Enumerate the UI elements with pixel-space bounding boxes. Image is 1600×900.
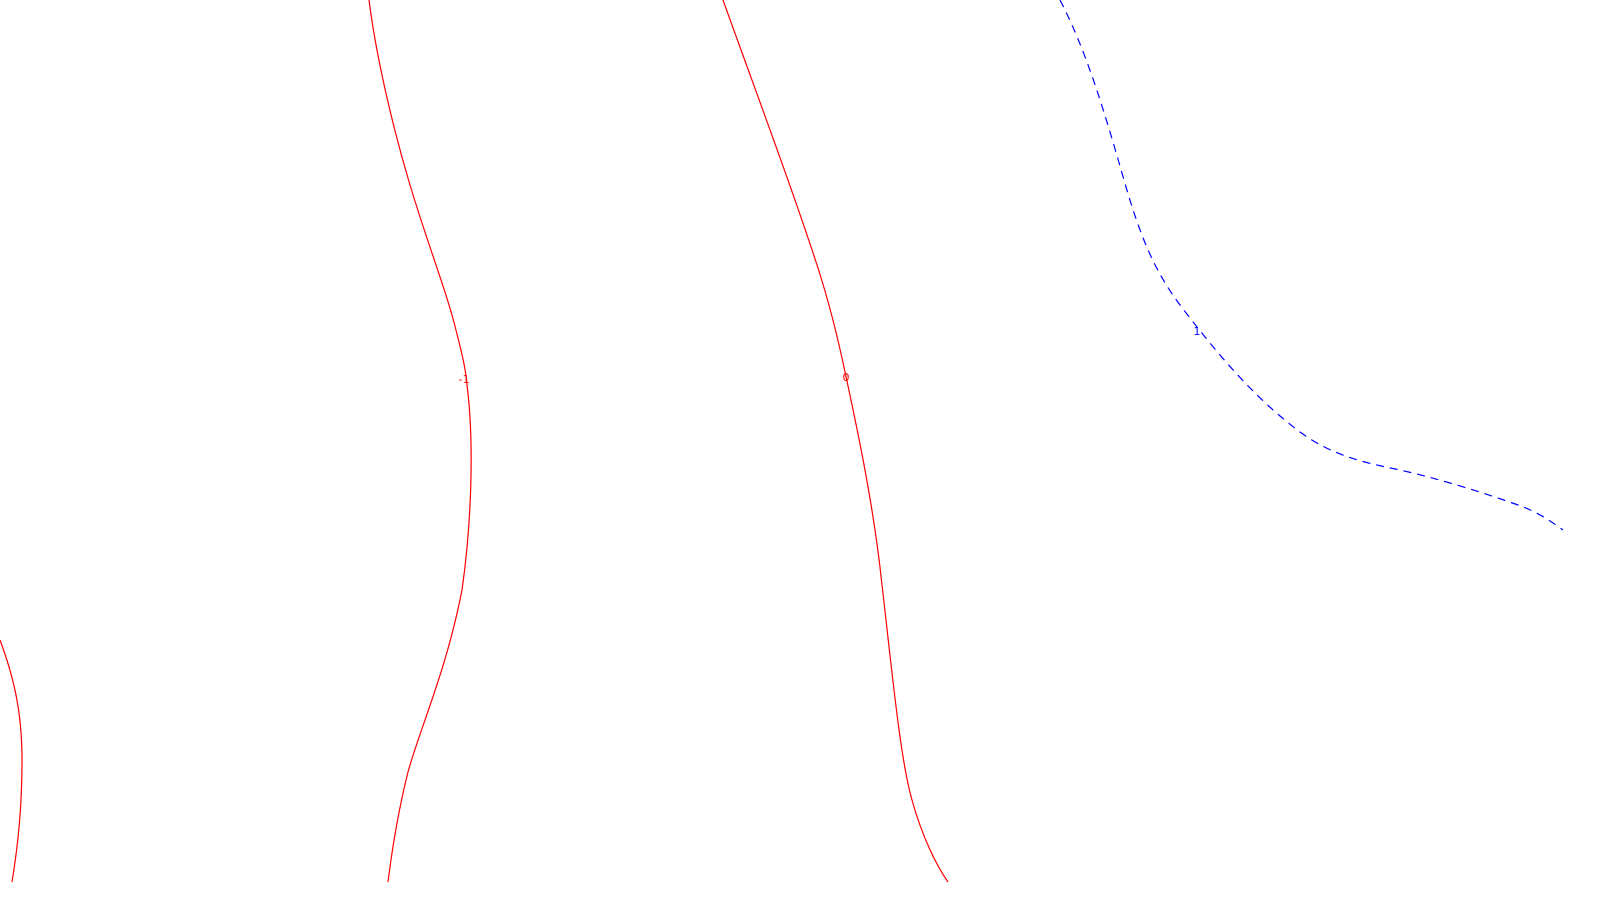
contour-label-zero: 0: [843, 371, 850, 384]
contour-line-left-edge: [0, 639, 23, 883]
contour-line-one: [1059, 0, 1564, 531]
contour-label-one: 1: [1194, 325, 1201, 338]
contour-line-minus-one: [368, 0, 472, 883]
contour-label-minus-one: -1: [459, 373, 470, 386]
contour-line-zero: [722, 0, 949, 883]
